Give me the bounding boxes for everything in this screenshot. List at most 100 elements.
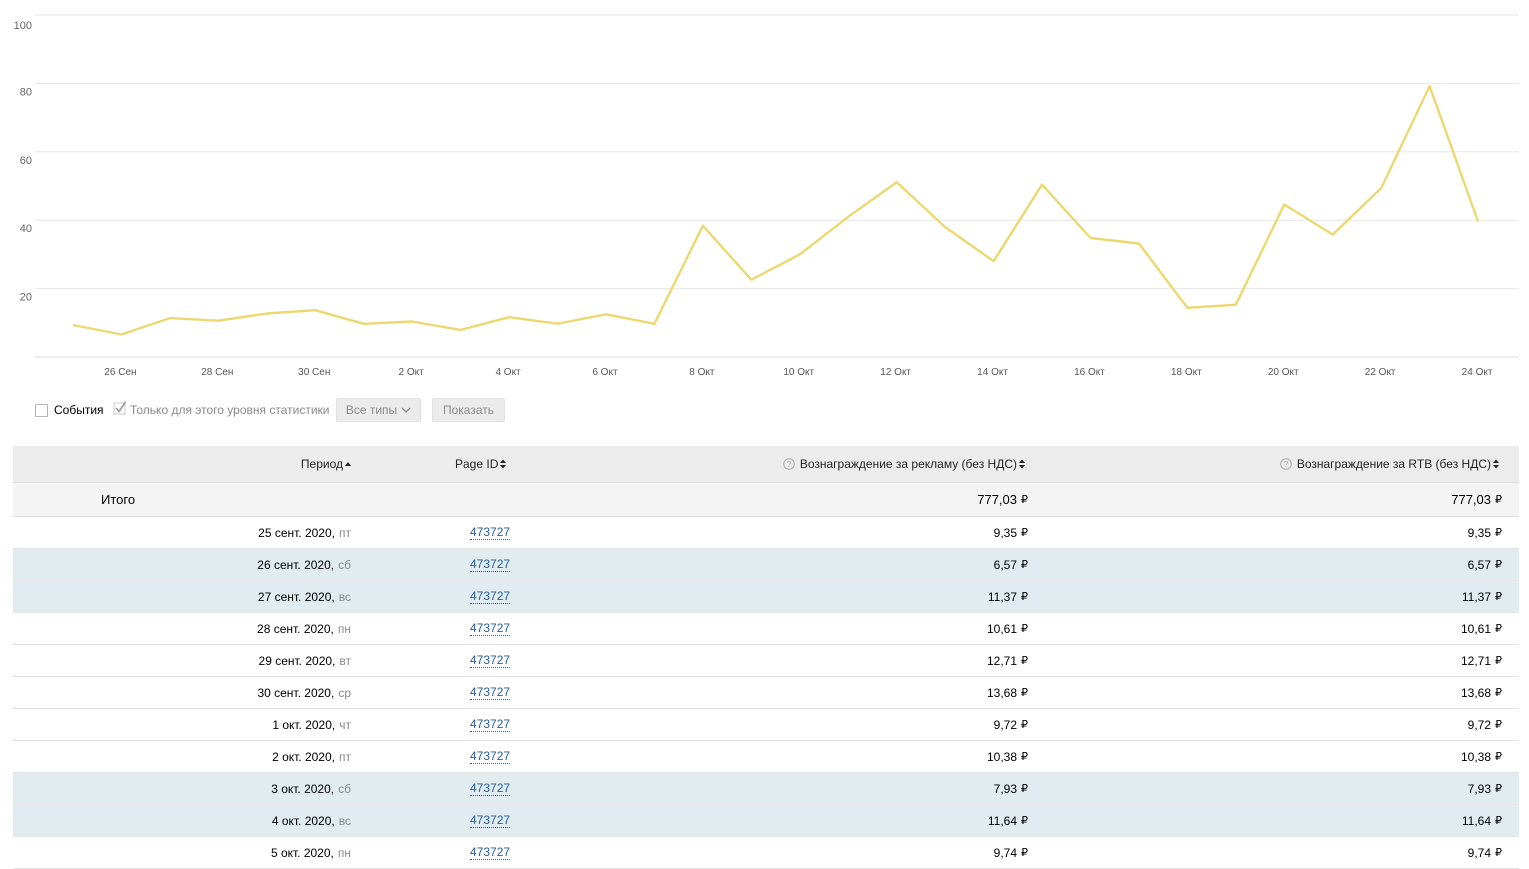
data-point[interactable] <box>361 321 367 327</box>
page-id-link[interactable]: 473727 <box>470 780 511 796</box>
table-body: 25 сент. 2020, пт 473727 9,35 ₽9,35 ₽26 сент.… <box>13 517 1519 869</box>
data-point[interactable] <box>1136 241 1142 247</box>
chart-controls: События Только для этого уровня статисти… <box>0 396 1529 424</box>
page-id-link[interactable]: 473727 <box>470 588 511 604</box>
ad-reward-cell: 6,57 ₽ <box>994 549 1028 580</box>
stats-table: Период Page ID ? Вознаграждение за рекла… <box>13 446 1519 869</box>
page-id-link[interactable]: 473727 <box>470 524 511 540</box>
period-weekday: вт <box>339 653 351 668</box>
data-point[interactable] <box>845 214 851 220</box>
data-point[interactable] <box>215 318 221 324</box>
ad-reward-value: 9,72 <box>993 717 1017 732</box>
ruble-icon: ₽ <box>1021 623 1028 635</box>
ruble-icon: ₽ <box>1495 494 1502 506</box>
data-point[interactable] <box>555 321 561 327</box>
rtb-reward-cell: 11,64 ₽ <box>1462 805 1502 836</box>
types-dropdown[interactable]: Все типы <box>336 398 421 422</box>
period-date: 30 сент. 2020, <box>257 685 335 700</box>
page-id-cell: 473727 <box>470 613 511 644</box>
data-point[interactable] <box>1427 83 1433 89</box>
y-tick-label: 60 <box>20 155 32 167</box>
data-point[interactable] <box>167 315 173 321</box>
period-cell: 25 сент. 2020, пт <box>258 517 351 548</box>
header-page-id[interactable]: Page ID <box>455 446 507 482</box>
page-id-link[interactable]: 473727 <box>470 716 511 732</box>
data-point[interactable] <box>1378 185 1384 191</box>
page-id-link[interactable]: 473727 <box>470 748 511 764</box>
rtb-reward-value: 10,38 <box>1460 749 1491 764</box>
data-point[interactable] <box>603 311 609 317</box>
data-point[interactable] <box>1233 302 1239 308</box>
data-point[interactable] <box>119 332 125 338</box>
events-checkbox[interactable]: События <box>35 396 104 424</box>
data-point[interactable] <box>506 314 512 320</box>
ruble-icon: ₽ <box>1021 847 1028 859</box>
data-point[interactable] <box>894 179 900 185</box>
data-point[interactable] <box>1039 182 1045 188</box>
ad-reward-value: 12,71 <box>986 653 1017 668</box>
ad-reward-value: 6,57 <box>993 557 1017 572</box>
data-point[interactable] <box>1184 305 1190 311</box>
sort-icon <box>1493 459 1499 469</box>
period-date: 28 сент. 2020, <box>257 621 334 636</box>
sort-asc-icon <box>345 462 351 466</box>
help-icon[interactable]: ? <box>783 458 795 470</box>
data-point[interactable] <box>1281 202 1287 208</box>
total-ad-reward-value: 777,03 <box>977 492 1017 507</box>
ad-reward-value: 10,61 <box>986 621 1017 636</box>
svg-text:?: ? <box>1284 460 1289 469</box>
data-point[interactable] <box>458 327 464 333</box>
data-point[interactable] <box>748 277 754 283</box>
data-point[interactable] <box>700 223 706 229</box>
page-id-link[interactable]: 473727 <box>470 812 511 828</box>
period-weekday: пт <box>339 525 351 540</box>
x-tick-label: 24 Окт <box>1462 367 1493 378</box>
data-point[interactable] <box>409 319 415 325</box>
x-tick-label: 8 Окт <box>689 367 715 378</box>
help-icon[interactable]: ? <box>1280 458 1292 470</box>
events-checkbox-box[interactable] <box>35 403 48 417</box>
period-cell: 5 окт. 2020, пн <box>271 837 351 868</box>
total-rtb-reward: 777,03 ₽ <box>1451 483 1502 516</box>
period-date: 3 окт. 2020, <box>271 781 335 796</box>
page-id-link[interactable]: 473727 <box>470 556 511 572</box>
ruble-icon: ₽ <box>1021 719 1028 731</box>
header-period[interactable]: Период <box>301 446 351 482</box>
data-point[interactable] <box>1088 235 1094 241</box>
data-point[interactable] <box>991 258 997 264</box>
page-id-link[interactable]: 473727 <box>470 652 511 668</box>
rtb-reward-cell: 12,71 ₽ <box>1461 645 1502 676</box>
page-id-link[interactable]: 473727 <box>470 620 511 636</box>
page-id-cell: 473727 <box>470 517 511 548</box>
period-date: 5 окт. 2020, <box>270 845 334 860</box>
rtb-reward-cell: 9,72 ₽ <box>1468 709 1502 740</box>
ad-reward-value: 10,38 <box>986 749 1017 764</box>
data-point[interactable] <box>264 311 270 317</box>
data-point[interactable] <box>942 224 948 230</box>
page-id-link[interactable]: 473727 <box>470 844 511 860</box>
show-button-label: Показать <box>442 403 494 417</box>
y-tick-label: 80 <box>20 86 32 98</box>
ruble-icon: ₽ <box>1495 527 1502 539</box>
x-tick-label: 10 Окт <box>783 367 814 378</box>
header-ad-reward[interactable]: ? Вознаграждение за рекламу (без НДС) <box>783 446 1025 482</box>
svg-text:?: ? <box>787 460 792 469</box>
data-point[interactable] <box>1475 219 1481 225</box>
data-point[interactable] <box>797 251 803 257</box>
period-weekday: ср <box>338 685 351 700</box>
ruble-icon: ₽ <box>1495 655 1502 667</box>
x-tick-label: 4 Окт <box>495 367 521 378</box>
page-id-link[interactable]: 473727 <box>470 684 511 700</box>
ad-reward-cell: 9,72 ₽ <box>994 709 1028 740</box>
rtb-reward-value: 10,61 <box>1460 621 1491 636</box>
data-point[interactable] <box>312 307 318 313</box>
period-weekday: вс <box>338 589 351 604</box>
table-row: 26 сент. 2020, сб 473727 6,57 ₽6,57 ₽ <box>13 549 1519 581</box>
data-point[interactable] <box>1330 232 1336 238</box>
show-button[interactable]: Показать <box>432 398 505 422</box>
header-rtb-reward[interactable]: ? Вознаграждение за RTB (без НДС) <box>1280 446 1499 482</box>
level-only-checkbox[interactable]: Только для этого уровня статистики <box>113 396 329 424</box>
data-point[interactable] <box>70 322 76 328</box>
y-tick-label: 100 <box>14 20 32 32</box>
data-point[interactable] <box>651 321 657 327</box>
